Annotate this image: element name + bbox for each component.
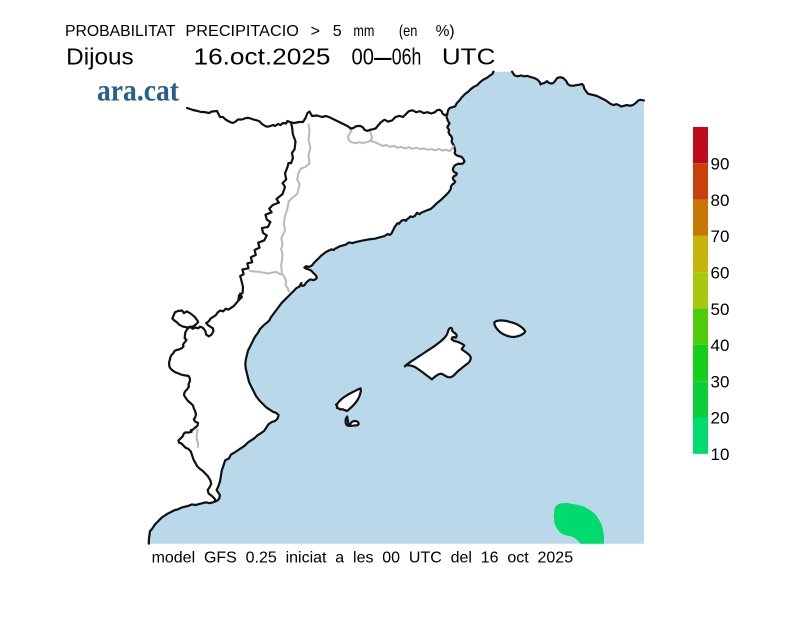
svg-text:PRECIPITACIO: PRECIPITACIO — [185, 23, 299, 40]
svg-text:40: 40 — [711, 336, 730, 355]
svg-text:%): %) — [436, 23, 455, 40]
svg-text:ara.cat: ara.cat — [97, 73, 180, 108]
svg-text:70: 70 — [711, 227, 730, 246]
svg-text:16.oct.2025: 16.oct.2025 — [194, 43, 331, 69]
svg-text:PROBABILITAT: PROBABILITAT — [65, 23, 176, 40]
svg-text:80: 80 — [711, 191, 730, 210]
svg-text:90: 90 — [711, 155, 730, 174]
svg-text:20: 20 — [711, 409, 730, 428]
svg-text:10: 10 — [711, 445, 730, 464]
svg-text:(en: (en — [399, 23, 418, 40]
svg-text:5: 5 — [333, 23, 342, 40]
svg-text:00: 00 — [352, 43, 375, 69]
svg-text:60: 60 — [711, 263, 730, 282]
svg-text:mm: mm — [353, 23, 374, 40]
svg-text:UTC: UTC — [442, 43, 496, 69]
svg-text:model GFS 0.25 iniciat a les 0: model GFS 0.25 iniciat a les 00 UTC del … — [152, 549, 574, 566]
svg-text:Dijous: Dijous — [66, 43, 134, 69]
svg-text:30: 30 — [711, 372, 730, 391]
svg-text:06h: 06h — [392, 43, 422, 69]
svg-text:50: 50 — [711, 300, 730, 319]
svg-text:>: > — [311, 23, 320, 40]
